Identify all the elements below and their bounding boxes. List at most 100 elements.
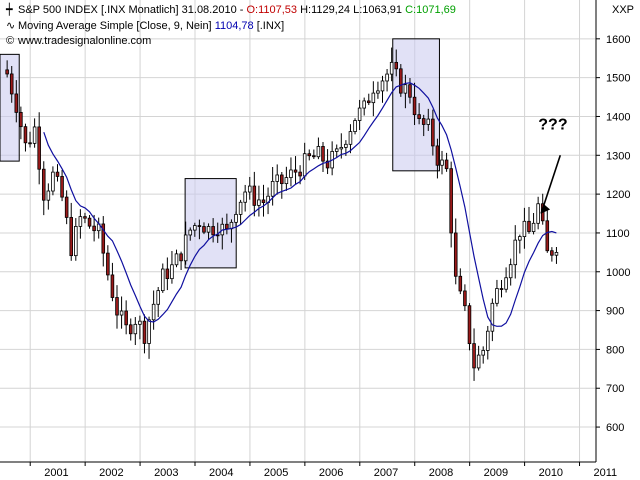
candle-body (60, 176, 64, 198)
candle-body (453, 232, 458, 277)
candle-body (376, 90, 380, 94)
candle-body (490, 302, 495, 332)
candle-body (472, 343, 476, 369)
candle-body (106, 252, 110, 276)
candle-body (151, 303, 156, 321)
ma-symbol: [.INX] (253, 20, 285, 32)
candle-body (504, 277, 508, 290)
candle-body (550, 250, 554, 256)
candle-body (440, 159, 444, 166)
highlight-box (0, 53, 20, 162)
candle-body (124, 310, 128, 326)
highlight-box (184, 178, 237, 269)
candle-body (247, 185, 252, 193)
ma-description: Moving Average Simple [Close, 9, Nein] (18, 20, 215, 32)
candle-body (78, 216, 83, 227)
candle-body (449, 168, 453, 234)
candle-body (536, 203, 540, 224)
candle-body (531, 222, 536, 232)
candle-body (133, 323, 138, 335)
y-tick-label: 1600 (606, 34, 630, 46)
candle-body (234, 213, 238, 223)
y-tick-label: 600 (606, 422, 624, 434)
candle-body (28, 142, 32, 145)
moving-average-series (43, 82, 557, 327)
candle-body (458, 275, 463, 292)
candle-body (513, 239, 518, 266)
candle-body (334, 148, 339, 152)
candle-body (298, 171, 302, 177)
candle-body (522, 220, 527, 237)
candle-body (421, 118, 426, 125)
candle-body (5, 69, 9, 75)
y-tick-label: 1000 (606, 267, 630, 279)
candle-body (37, 126, 41, 170)
candle-body (385, 73, 389, 82)
y-tick-label: 1200 (606, 189, 630, 201)
y-tick-label: 700 (606, 383, 624, 395)
candle-body (119, 310, 124, 316)
candle-body (64, 196, 69, 218)
candle-body (252, 185, 257, 206)
candle-body (380, 80, 385, 92)
x-tick-label: 2011 (594, 467, 618, 479)
header-line-3: © www.tradesignalonline.com (6, 35, 151, 47)
corner-label: XXP (611, 4, 634, 16)
candle-body (115, 297, 119, 316)
candle-body (518, 236, 522, 241)
candle-body (426, 118, 431, 125)
x-tick-label: 2001 (44, 467, 68, 479)
annotation-group: ??? (538, 116, 568, 214)
candle-body (344, 143, 348, 148)
candle-body (394, 61, 399, 70)
candle-body (92, 225, 96, 232)
candle-body (41, 168, 46, 201)
x-tick-label: 2005 (264, 467, 288, 479)
candle-body (353, 120, 357, 132)
x-tick-label: 2007 (374, 467, 398, 479)
candle-body (174, 253, 179, 266)
candle-body (156, 290, 160, 305)
candle-body (339, 146, 344, 150)
candle-body (284, 177, 289, 185)
candle-body (321, 146, 325, 162)
candle-body (19, 111, 23, 128)
y-tick-label: 1500 (606, 73, 630, 85)
candle-body (55, 171, 60, 177)
candle-body (87, 217, 92, 227)
candle-body (83, 216, 87, 219)
x-tick-label: 2006 (319, 467, 343, 479)
candle-body (508, 264, 513, 279)
y-axis-labels: 600 700 800 900 1000 1100 1200 1300 1400 1500 1600 (606, 34, 630, 434)
grid-lines (0, 0, 600, 466)
candle-body (197, 225, 202, 227)
y-tick-label: 900 (606, 306, 624, 318)
candle-body (467, 305, 472, 345)
candle-body (69, 217, 74, 257)
candle-body (412, 96, 417, 116)
candle-body (238, 201, 243, 215)
x-tick-label: 2004 (209, 467, 233, 479)
candle-body (275, 174, 279, 182)
candle-body (554, 252, 559, 256)
candle-body (170, 264, 174, 280)
candle-body (389, 61, 394, 75)
candle-body (307, 153, 312, 157)
annotation-arrow (540, 155, 562, 214)
candle-body (225, 223, 229, 230)
candle-body (371, 92, 376, 104)
candle-body (215, 234, 220, 237)
x-axis-labels: 2001 2002 2003 2004 2005 2006 2007 2008 2009 2010… (44, 467, 617, 479)
candle-body (408, 84, 412, 98)
candle-body (23, 126, 28, 144)
candle-body (499, 288, 504, 290)
arrow-head-icon (541, 203, 551, 214)
annotation-text: ??? (538, 116, 567, 133)
line-icon: ∿ (6, 20, 16, 32)
candle-body (312, 155, 316, 158)
candle-body (527, 220, 531, 232)
x-tick-label: 2009 (484, 467, 508, 479)
header-symbol-text: S&P 500 INDEX [.INX Monatlich] 31.08.201… (18, 4, 247, 16)
candle-body (302, 153, 307, 177)
candle-body (211, 226, 215, 236)
